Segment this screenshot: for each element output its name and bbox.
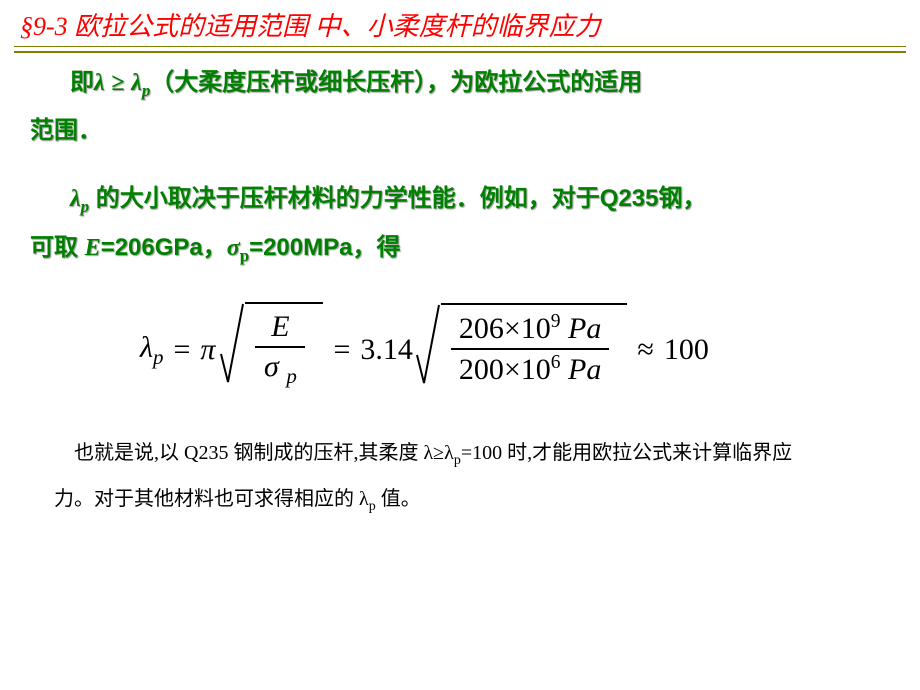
s2nb: 10 bbox=[521, 312, 551, 345]
p2-t1: 的大小取决于压杆材料的力学性能．例如，对于Q235钢， bbox=[89, 185, 706, 212]
p2-sigma-sub: p bbox=[240, 245, 249, 264]
paragraph-1: 即λ ≥ λp（大柔度压杆或细长压杆），为欧拉公式的适用 范围． bbox=[30, 59, 890, 155]
sqrt1-num: E bbox=[263, 310, 297, 346]
s2ne: 9 bbox=[551, 311, 561, 332]
sqrt-2: 206×109 Pa 200×106 Pa bbox=[415, 303, 628, 397]
p1-paren: （大柔度压杆或细长压杆），为欧拉公式的适用 bbox=[150, 69, 642, 96]
paragraph-2: λp 的大小取决于压杆材料的力学性能．例如，对于Q235钢， 可取 E=206G… bbox=[30, 175, 890, 272]
body: 即λ ≥ λp（大柔度压杆或细长压杆），为欧拉公式的适用 范围． λp 的大小取… bbox=[0, 53, 920, 523]
sqrt2-num: 206×109 Pa bbox=[451, 311, 610, 348]
note-2a: 力。对于其他材料也可求得相应的 bbox=[54, 488, 359, 510]
note-lp2sub: p bbox=[369, 499, 376, 514]
note-lpsub: p bbox=[454, 453, 461, 468]
p1-ge: ≥ bbox=[111, 70, 124, 96]
sqrt1-sigma-sub: p bbox=[286, 364, 297, 388]
formula-row: λp = π E σ p bbox=[140, 302, 890, 399]
note-2b: 值。 bbox=[376, 488, 421, 510]
f-lambda-sub: p bbox=[153, 345, 164, 369]
slide: §9-3 欧拉公式的适用范围 中、小柔度杆的临界应力 即λ ≥ λp（大柔度压杆… bbox=[0, 0, 920, 690]
f-approx: ≈ bbox=[637, 333, 653, 367]
sqrt2-den: 200×106 Pa bbox=[451, 350, 610, 387]
f-coef: 3.14 bbox=[360, 333, 413, 367]
p2-sigma: σ bbox=[227, 235, 240, 261]
p2-sigmaval: =200MPa，得 bbox=[249, 234, 400, 261]
p2-line2a: 可取 bbox=[30, 234, 85, 261]
note-1a: 也就是说,以 Q235 钢制成的压杆,其柔度 λ≥ bbox=[74, 442, 444, 464]
f-pi: π bbox=[200, 333, 215, 367]
f-eq1: = bbox=[174, 333, 191, 367]
p2-Eval: =206GPa， bbox=[101, 234, 227, 261]
s2de: 6 bbox=[551, 352, 561, 373]
f-eq2: = bbox=[333, 333, 350, 367]
note-1b: =100 时,才能用欧拉公式来计算临界应 bbox=[461, 442, 792, 464]
formula: λp = π E σ p bbox=[30, 302, 890, 399]
p2-lambda: λ bbox=[70, 186, 81, 212]
note-lp: λ bbox=[444, 442, 454, 464]
radical-icon bbox=[219, 302, 245, 388]
sqrt1-sigma: σ bbox=[264, 350, 279, 383]
f-lambda: λ bbox=[140, 331, 153, 364]
sqrt1-den: σ p bbox=[256, 348, 305, 389]
note: 也就是说,以 Q235 钢制成的压杆,其柔度 λ≥λp=100 时,才能用欧拉公… bbox=[30, 431, 890, 523]
f-result: 100 bbox=[664, 333, 709, 367]
s2du: Pa bbox=[568, 353, 601, 386]
s2dm: × bbox=[504, 353, 521, 386]
sqrt-1: E σ p bbox=[219, 302, 323, 399]
radical-icon-2 bbox=[415, 303, 441, 389]
p2-sub: p bbox=[81, 197, 89, 216]
sqrt2-body: 206×109 Pa 200×106 Pa bbox=[441, 303, 628, 397]
p1-lambda: λ bbox=[94, 70, 105, 96]
s2na: 206 bbox=[459, 312, 504, 345]
s2db: 10 bbox=[521, 353, 551, 386]
s2nm: × bbox=[504, 312, 521, 345]
slide-title: §9-3 欧拉公式的适用范围 中、小柔度杆的临界应力 bbox=[20, 10, 900, 44]
p2-E: E bbox=[85, 235, 101, 261]
p1-lambda-p: λ bbox=[131, 70, 142, 96]
s2da: 200 bbox=[459, 353, 504, 386]
title-block: §9-3 欧拉公式的适用范围 中、小柔度杆的临界应力 bbox=[0, 0, 920, 44]
p1-line2: 范围． bbox=[30, 117, 102, 144]
note-lp2: λ bbox=[359, 488, 369, 510]
f-lhs: λp bbox=[140, 331, 164, 370]
divider bbox=[14, 46, 906, 53]
p1-lead: 即 bbox=[70, 69, 94, 96]
sqrt1-body: E σ p bbox=[245, 302, 323, 399]
s2nu: Pa bbox=[568, 312, 601, 345]
p1-sub-p: p bbox=[142, 81, 150, 100]
